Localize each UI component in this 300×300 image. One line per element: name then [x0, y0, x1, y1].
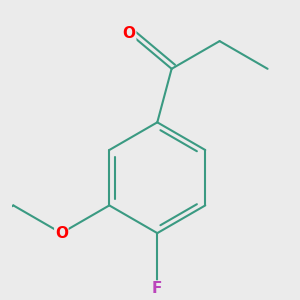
Text: O: O [123, 26, 136, 41]
Text: F: F [152, 281, 163, 296]
Text: O: O [55, 226, 68, 241]
